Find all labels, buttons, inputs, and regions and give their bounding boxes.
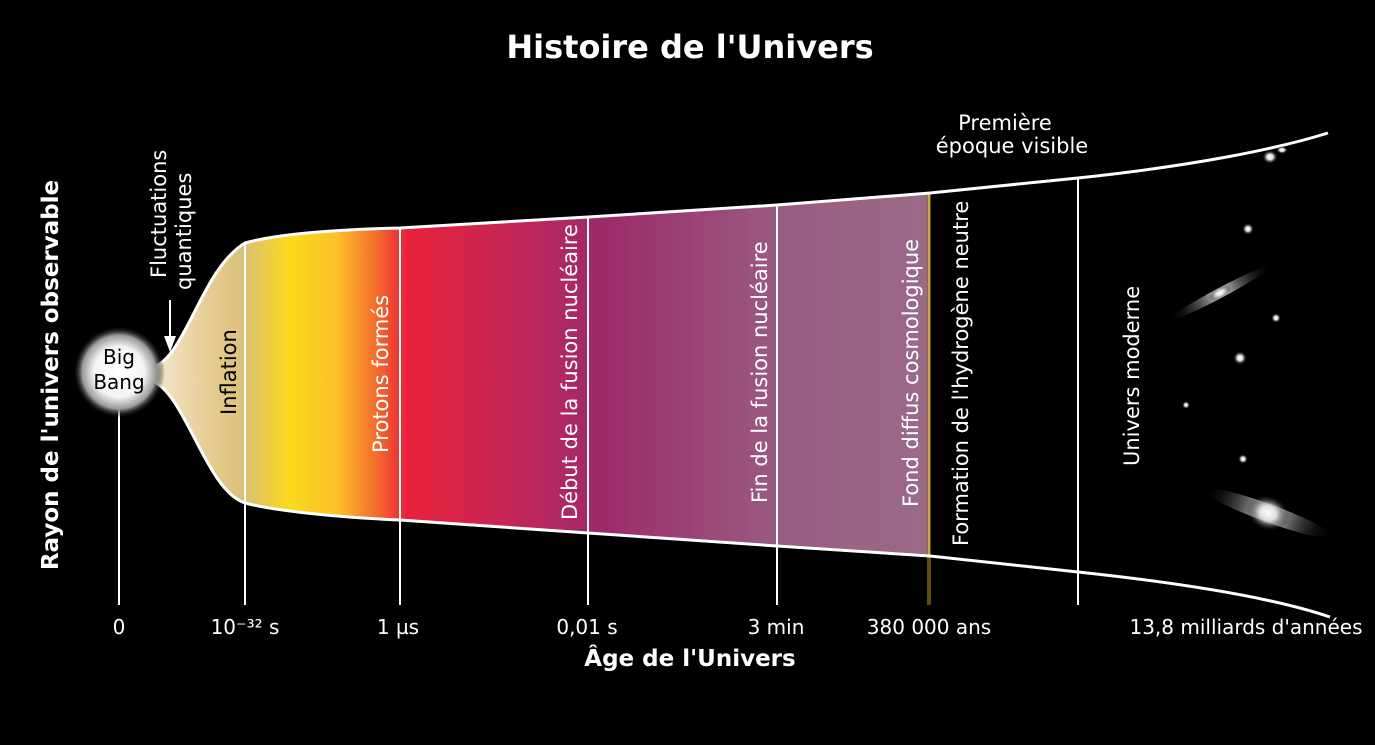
tick-4: 3 min [748,615,805,639]
universe-funnel [150,193,930,556]
galaxies-and-stars [1168,146,1332,538]
first-epoch-label-1: Première [958,111,1052,135]
tick-3: 0,01 s [556,615,617,639]
cmb-highlight [928,193,930,556]
fluctuations-label-2: quantiques [172,173,196,290]
tick-6: 13,8 milliards d'années [1129,615,1362,639]
tick-1: 10⁻³² s [211,615,280,639]
star-2 [1276,146,1288,154]
star-4 [1271,313,1281,323]
diagram-title: Histoire de l'Univers [506,28,873,66]
fluctuations-arrow [164,300,176,352]
tick-5: 380 000 ans [867,615,991,639]
era-fusion-start-label: Début de la fusion nucléaire [558,224,582,520]
big-bang-glow [73,326,165,418]
first-epoch-label-2: époque visible [936,134,1088,158]
fluctuations-label-1: Fluctuations [147,150,171,278]
galaxy-2 [1204,488,1332,538]
big-bang-label-1: Big [103,345,135,369]
funnel-outline-bottom [149,378,1331,619]
era-modern-label: Univers moderne [1120,286,1144,466]
era-cmb-label: Fond diffus cosmologique [899,239,923,507]
x-axis-label: Âge de l'Univers [584,644,795,672]
tick-2: 1 µs [377,615,419,639]
x-ticks: 0 10⁻³² s 1 µs 0,01 s 3 min 380 000 ans … [113,615,1363,639]
star-3 [1242,223,1254,235]
era-inflation-label: Inflation [217,329,241,415]
star-6 [1182,401,1190,409]
star-7 [1238,454,1248,464]
tick-0: 0 [113,615,126,639]
galaxy-1 [1168,265,1272,321]
star-5 [1233,351,1247,365]
y-axis-label: Rayon de l'univers observable [38,180,64,570]
big-bang-label-2: Bang [93,370,144,394]
era-lines [118,178,1079,605]
funnel-outline-top [149,131,1329,370]
era-fusion-end-label: Fin de la fusion nucléaire [748,241,772,503]
era-hydrogen-label: Formation de l'hydrogène neutre [949,201,973,546]
era-protons-label: Protons formés [369,295,393,453]
star-1 [1262,150,1278,164]
